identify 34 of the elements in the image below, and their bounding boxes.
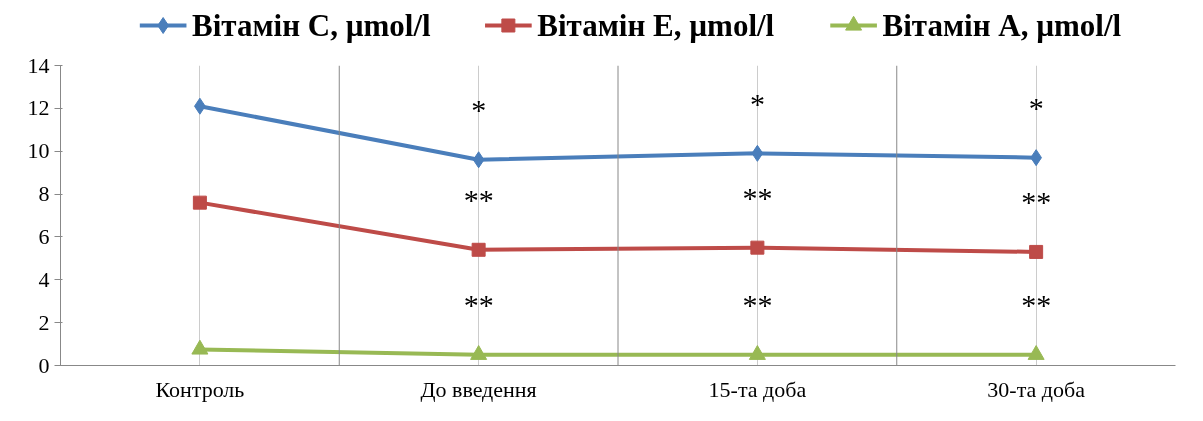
y-tick-label: 0 <box>38 352 50 378</box>
point <box>1027 345 1045 360</box>
point <box>192 195 207 210</box>
x-tick-label: 30-та доба <box>987 376 1086 402</box>
point <box>472 151 485 169</box>
y-tick-label: 12 <box>27 95 50 121</box>
annotation: ** <box>1021 288 1052 322</box>
x-tick-label: До введення <box>420 376 537 402</box>
point <box>471 242 486 257</box>
point <box>470 345 488 360</box>
annotation: ** <box>742 181 773 215</box>
y-tick-label: 8 <box>38 181 50 207</box>
y-tick-label: 4 <box>38 266 50 292</box>
annotation: ** <box>1021 185 1052 219</box>
y-tick-label: 2 <box>38 309 50 335</box>
annotation: * <box>749 86 765 120</box>
annotation: ** <box>742 288 773 322</box>
annotation: * <box>1028 91 1044 125</box>
point <box>750 240 765 255</box>
annotation: ** <box>463 183 494 217</box>
point <box>748 345 766 360</box>
legend-label: Вітамін Е, µmol/l <box>537 8 775 43</box>
y-tick-label: 14 <box>27 52 50 78</box>
annotation: * <box>471 93 487 127</box>
y-tick-label: 10 <box>27 138 50 164</box>
x-tick-label: 15-та доба <box>708 376 807 402</box>
legend-label: Вітамін А, µmol/l <box>882 8 1122 43</box>
point <box>1029 244 1044 259</box>
annotation: ** <box>463 288 494 322</box>
y-tick-label: 6 <box>38 223 50 249</box>
point <box>751 144 764 162</box>
x-tick-label: Контроль <box>155 376 245 402</box>
legend-label: Вітамін С, µmol/l <box>192 8 432 43</box>
point <box>191 339 209 355</box>
